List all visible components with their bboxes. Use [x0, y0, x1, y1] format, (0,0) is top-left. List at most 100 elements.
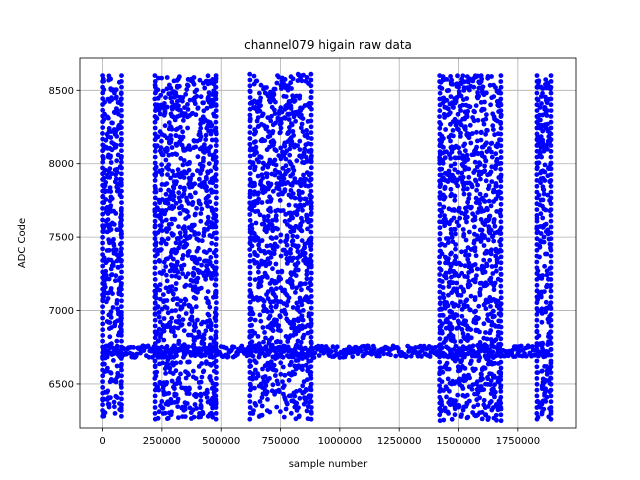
- data-point-burst: [247, 124, 253, 130]
- data-point-burst: [478, 208, 484, 214]
- data-point-burst: [498, 348, 504, 353]
- data-point-burst: [107, 205, 113, 210]
- data-point-burst: [169, 284, 175, 289]
- data-point-burst: [284, 235, 290, 240]
- data-point-burst: [152, 306, 158, 311]
- data-point-burst: [203, 132, 209, 138]
- data-point-burst: [169, 400, 174, 406]
- data-point-burst: [100, 234, 105, 240]
- data-point-burst: [193, 144, 199, 150]
- data-point-burst: [265, 256, 271, 262]
- data-point-burst: [100, 309, 106, 315]
- data-point-burst: [456, 303, 461, 309]
- data-point-burst: [258, 181, 263, 187]
- data-point-burst: [179, 345, 185, 350]
- data-point-burst: [308, 375, 314, 381]
- data-point-burst: [460, 153, 466, 159]
- data-point-burst: [175, 126, 180, 132]
- data-point-burst: [479, 76, 485, 82]
- data-point-burst: [113, 176, 119, 182]
- data-point-burst: [548, 172, 554, 178]
- data-point-burst: [462, 354, 467, 360]
- data-point-burst: [119, 321, 124, 327]
- data-point-burst: [160, 405, 166, 411]
- data-point-burst: [161, 380, 167, 386]
- data-point-burst: [464, 131, 470, 137]
- data-point-burst: [467, 282, 473, 288]
- data-point-burst: [167, 196, 173, 202]
- data-point-burst: [548, 230, 554, 236]
- y-axis-label: ADC Code: [17, 218, 28, 268]
- data-point-burst: [487, 146, 492, 151]
- data-point-burst: [190, 278, 196, 284]
- data-point-burst: [308, 229, 314, 235]
- data-point-burst: [198, 393, 204, 399]
- data-point-burst: [208, 144, 214, 150]
- data-point-burst: [152, 137, 158, 143]
- data-point-burst: [163, 217, 169, 223]
- data-point-burst: [455, 73, 460, 79]
- data-point-burst: [252, 385, 257, 391]
- data-point-burst: [498, 418, 504, 424]
- data-point-burst: [548, 218, 554, 224]
- data-point-burst: [200, 369, 206, 375]
- data-point-burst: [106, 404, 112, 410]
- data-point-burst: [176, 341, 182, 347]
- data-point-burst: [534, 102, 540, 108]
- data-point-burst: [213, 411, 219, 416]
- data-point-burst: [247, 106, 253, 112]
- data-point-burst: [448, 251, 453, 257]
- x-tick-label: 250000: [143, 436, 181, 447]
- data-point-burst: [295, 316, 301, 322]
- data-point-burst: [477, 161, 483, 167]
- data-point-burst: [192, 338, 197, 343]
- data-point-burst: [164, 86, 170, 92]
- data-point-burst: [209, 410, 214, 416]
- data-point-burst: [448, 267, 453, 273]
- data-point-burst: [446, 106, 451, 112]
- data-point-burst: [308, 393, 314, 399]
- data-point-burst: [302, 146, 308, 152]
- data-point-burst: [247, 241, 253, 247]
- data-point-burst: [168, 133, 174, 138]
- data-point-burst: [308, 364, 314, 369]
- data-point-burst: [293, 366, 299, 372]
- data-point-baseline: [419, 354, 424, 359]
- data-point-burst: [152, 201, 158, 207]
- data-point-burst: [214, 364, 219, 370]
- data-point-burst: [183, 216, 189, 222]
- data-point-burst: [247, 393, 253, 399]
- data-point-burst: [100, 142, 106, 148]
- data-point-burst: [174, 93, 180, 99]
- data-point-burst: [457, 382, 463, 387]
- data-point-burst: [119, 246, 124, 252]
- data-point-burst: [186, 175, 192, 181]
- data-point-burst: [308, 405, 314, 410]
- data-point-burst: [208, 321, 214, 326]
- data-point-burst: [461, 302, 467, 308]
- data-point-burst: [437, 155, 442, 160]
- data-point-burst: [308, 212, 314, 217]
- data-point-burst: [182, 400, 188, 406]
- data-point-burst: [462, 211, 468, 217]
- data-point-burst: [300, 308, 306, 313]
- data-point-burst: [152, 317, 158, 323]
- data-point-burst: [168, 137, 174, 142]
- data-point-burst: [119, 413, 124, 419]
- data-point-burst: [112, 90, 117, 96]
- data-point-burst: [474, 187, 479, 193]
- data-point-burst: [203, 328, 209, 334]
- data-point-burst: [267, 260, 273, 266]
- data-point-burst: [437, 143, 443, 149]
- data-point-burst: [452, 145, 458, 150]
- data-point-burst: [252, 317, 258, 323]
- data-point-burst: [213, 247, 219, 253]
- data-point-burst: [207, 233, 213, 238]
- data-point-burst: [534, 183, 540, 189]
- data-point-burst: [259, 200, 265, 205]
- data-point-burst: [152, 335, 158, 341]
- data-point-baseline: [350, 354, 356, 360]
- data-point-burst: [208, 220, 214, 226]
- data-point-burst: [452, 96, 458, 101]
- data-point-burst: [548, 189, 554, 195]
